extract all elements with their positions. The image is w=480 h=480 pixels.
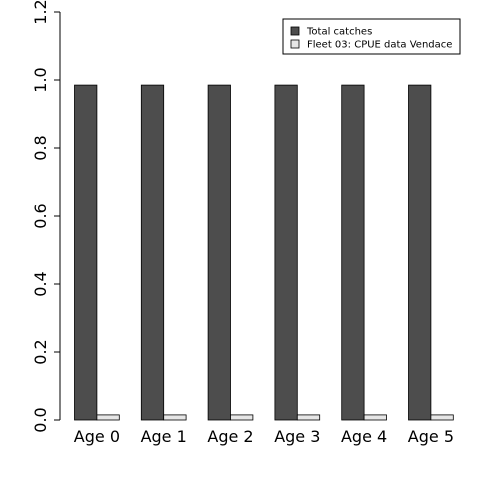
y-tick-label: 0.4 (31, 271, 50, 296)
y-tick-label: 1.2 (31, 0, 50, 25)
bar-total-catches-2 (207, 84, 231, 421)
x-tick-label: Age 5 (408, 427, 454, 446)
x-tick-label: Age 1 (141, 427, 187, 446)
legend-label: Total catches (306, 27, 372, 38)
bar-fleet-03-5 (430, 414, 454, 421)
x-axis-labels: Age 0 Age 1 Age 2 Age 3 Age 4 Age 5 (74, 427, 454, 446)
x-tick-label: Age 3 (274, 427, 320, 446)
bars (74, 84, 454, 421)
x-tick-label: Age 0 (74, 427, 120, 446)
bar-total-catches-5 (408, 84, 432, 421)
x-tick-label: Age 2 (207, 427, 253, 446)
bar-fleet-03-4 (363, 414, 387, 421)
legend-label: Fleet 03: CPUE data Vendace (307, 40, 452, 51)
y-tick-label: 0.0 (31, 407, 50, 432)
bar-fleet-03-2 (230, 414, 254, 421)
y-tick-label: 0.8 (31, 135, 50, 160)
bar-total-catches-1 (140, 84, 165, 421)
bar-total-catches-3 (274, 84, 298, 421)
y-axis: 0.0 0.2 0.4 0.6 0.8 1.0 1.2 (31, 0, 61, 433)
legend-swatch (290, 26, 300, 36)
legend-swatch (290, 39, 300, 49)
y-tick-label: 0.6 (31, 203, 50, 228)
bar-fleet-03-3 (296, 414, 321, 421)
bar-fleet-03-1 (163, 414, 187, 421)
legend-box (282, 18, 461, 55)
bar-total-catches-0 (74, 84, 98, 421)
legend: Total catches Fleet 03: CPUE data Vendace (282, 18, 461, 55)
y-tick-label: 0.2 (31, 339, 50, 364)
bar-total-catches-4 (341, 84, 365, 421)
x-tick-label: Age 4 (341, 427, 387, 446)
y-tick-label: 1.0 (31, 67, 50, 92)
bar-fleet-03-0 (96, 414, 120, 421)
